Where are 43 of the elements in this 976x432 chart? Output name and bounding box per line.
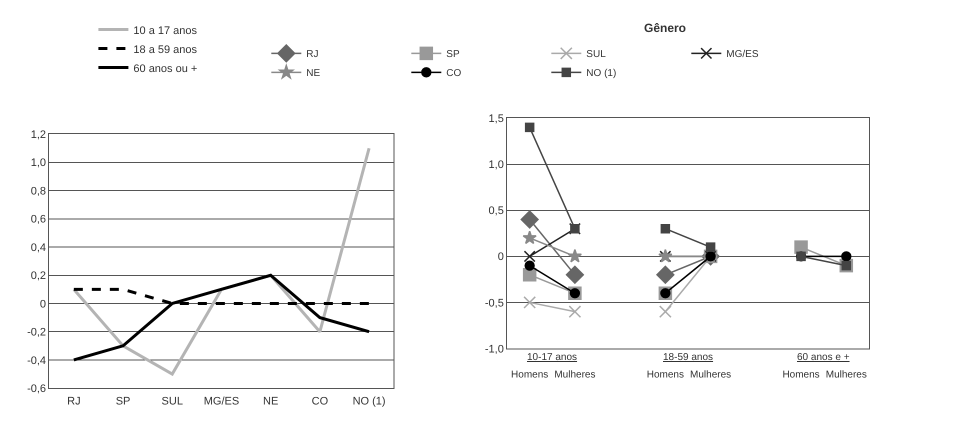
legend-label: RJ	[306, 49, 319, 60]
x-tick-label: Homens	[646, 369, 684, 380]
x-tick-label: NE	[263, 395, 278, 408]
y-tick-label: -0,2	[27, 326, 46, 339]
legend-label: SP	[446, 49, 460, 60]
x-tick-label: CO	[312, 395, 329, 408]
y-tick-label: 0,6	[30, 214, 46, 226]
x-tick-label: RJ	[67, 395, 81, 408]
legend-label: MG/ES	[726, 49, 759, 60]
legend-label: SUL	[586, 49, 606, 60]
y-tick-label: 0,8	[30, 185, 46, 198]
y-tick-label: -0,5	[484, 297, 504, 310]
x-tick-label: MG/ES	[204, 395, 240, 408]
x-tick-label: SP	[116, 395, 130, 408]
y-tick-label: -0,4	[27, 354, 46, 367]
x-tick-label: NO (1)	[352, 395, 386, 408]
legend-label: 60 anos ou +	[133, 62, 198, 75]
text: 18-59 anos	[663, 352, 714, 363]
chart-title: Gênero	[644, 21, 686, 35]
text: 10-17 anos	[527, 352, 578, 363]
legend-label: 10 a 17 anos	[133, 24, 198, 37]
y-tick-label: 1,0	[30, 157, 46, 170]
y-tick-label: 0,4	[30, 242, 46, 254]
y-tick-label: -1,0	[484, 343, 504, 356]
y-tick-label: 1,5	[488, 113, 504, 126]
y-tick-label: 0	[40, 298, 46, 310]
x-tick-label: Mulheres	[690, 369, 732, 380]
text: 60 anos e +	[797, 352, 850, 363]
x-tick-label: Homens	[511, 369, 548, 380]
x-tick-label: Homens	[782, 369, 820, 380]
y-tick-label: -0,6	[27, 383, 46, 396]
x-tick-label: Mulheres	[826, 369, 867, 380]
y-tick-label: 0,5	[488, 205, 504, 218]
legend-label: 18 a 59 anos	[133, 44, 198, 56]
legend-label: NO (1)	[586, 68, 616, 80]
legend-label: CO	[446, 68, 462, 80]
legend-label: NE	[306, 68, 321, 80]
y-tick-label: 0,2	[30, 270, 46, 282]
y-tick-label: 0	[498, 251, 504, 264]
x-tick-label: Mulheres	[554, 369, 596, 380]
x-tick-label: SUL	[162, 395, 183, 408]
y-tick-label: 1,0	[488, 159, 504, 172]
y-tick-label: 1,2	[30, 128, 46, 141]
